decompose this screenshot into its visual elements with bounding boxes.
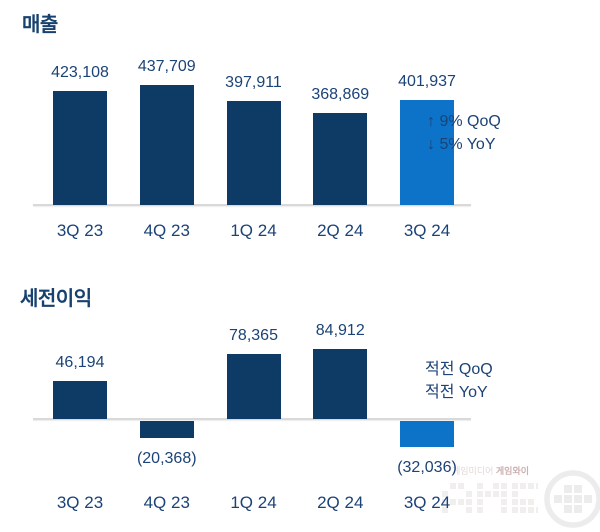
pretax-qoq-change: 적전 QoQ: [425, 361, 493, 378]
revenue-change-annotation: ↑ 9% QoQ ↓ 5% YoY: [427, 110, 501, 156]
revenue-yoy-change: ↓ 5% YoY: [427, 136, 496, 153]
bar-value-label-3q-23: 423,108: [51, 64, 109, 82]
bar-3q-24: [400, 99, 454, 205]
watermark-pixel-text-icon: [442, 483, 538, 513]
bar-value-label-3q-24: (32,036): [397, 459, 457, 477]
bar-value-label-4q-23: 437,709: [137, 58, 196, 76]
pretax-profit-change-annotation: 적전 QoQ 적전 YoY: [425, 358, 493, 404]
bar-value-label-4q-23: (20,368): [136, 449, 197, 467]
bar-value-label-2q-24: 84,912: [315, 322, 365, 340]
watermark-tagline-light: 게임미디어: [452, 466, 496, 476]
revenue-qoq-change: ↑ 9% QoQ: [427, 113, 501, 130]
x-axis-label-1q-24: 1Q 24: [230, 493, 277, 512]
x-axis-label-4q-23: 4Q 23: [143, 493, 190, 512]
x-axis-label-2q-24: 2Q 24: [317, 493, 364, 512]
bar-3q-24: [400, 421, 454, 448]
bar-3q-23: [53, 91, 107, 205]
bar-value-label-3q-23: 46,194: [55, 353, 105, 371]
x-axis-label-3q-23: 3Q 23: [56, 493, 104, 512]
x-axis-label-3q-23: 3Q 23: [56, 221, 104, 240]
bar-value-label-1q-24: 397,911: [225, 74, 282, 92]
bar-1q-24: [226, 354, 281, 419]
x-axis-label-2q-24: 2Q 24: [317, 221, 364, 240]
revenue-chart-title: 매출: [22, 14, 58, 36]
x-axis-label-3q-24: 3Q 24: [403, 493, 451, 512]
pretax-profit-axis-baseline: [33, 418, 471, 420]
bar-4q-23: [139, 421, 194, 438]
x-axis-label-1q-24: 1Q 24: [230, 221, 277, 240]
watermark-tagline: 게임미디어 게임와이: [452, 464, 529, 477]
bar-2q-24: [313, 349, 368, 419]
watermark-circle-logo-icon: [544, 470, 600, 528]
bar-3q-23: [53, 380, 107, 419]
watermark-tagline-bold: 게임와이: [495, 466, 530, 476]
bar-value-label-2q-24: 368,869: [311, 86, 370, 104]
bar-value-label-1q-24: 78,365: [229, 327, 278, 345]
bar-value-label-3q-24: 401,937: [398, 72, 456, 90]
x-axis-label-4q-23: 4Q 23: [143, 221, 190, 240]
revenue-axis-baseline: [33, 204, 471, 206]
bar-4q-23: [139, 85, 194, 205]
x-axis-label-3q-24: 3Q 24: [403, 221, 451, 240]
pretax-profit-chart-title: 세전이익: [20, 288, 92, 310]
bar-1q-24: [226, 101, 281, 205]
bar-2q-24: [313, 113, 368, 205]
pretax-yoy-change: 적전 YoY: [425, 384, 488, 401]
